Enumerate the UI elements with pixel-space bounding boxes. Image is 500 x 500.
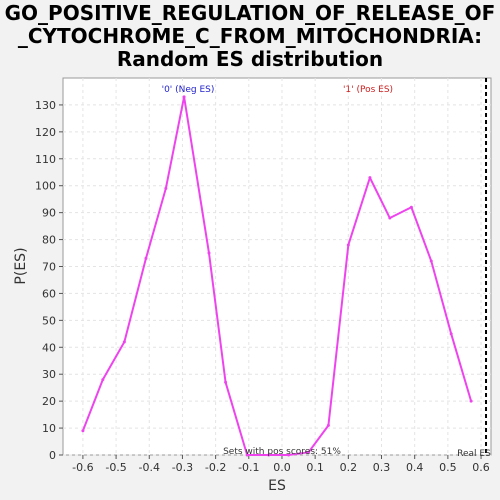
x-tick-label: 0.5 [439, 461, 457, 474]
y-tick-label: 90 [42, 207, 56, 220]
x-tick-label: 0.6 [472, 461, 490, 474]
pos-scores-label: Sets with pos scores: 51% [223, 447, 341, 457]
y-tick-label: 130 [35, 99, 56, 112]
y-tick-label: 70 [42, 261, 56, 274]
neg-es-label: '0' (Neg ES) [162, 85, 215, 95]
real-es-label: Real ES [457, 449, 491, 459]
y-tick-label: 80 [42, 234, 56, 247]
x-tick-label: 0.1 [306, 461, 324, 474]
data-point [368, 176, 372, 180]
chart-title-line-2: _CYTOCHROME_C_FROM_MITOCHONDRIA: [17, 24, 483, 48]
data-point [164, 186, 168, 190]
data-point [144, 256, 148, 260]
x-tick-label: -0.1 [238, 461, 259, 474]
data-point [326, 423, 330, 427]
x-tick-label: 0.3 [373, 461, 391, 474]
data-point [122, 340, 126, 344]
x-tick-label: -0.5 [105, 461, 126, 474]
data-point [388, 216, 392, 220]
data-point [207, 251, 211, 255]
x-tick-label: -0.6 [72, 461, 93, 474]
series-line [81, 95, 473, 456]
data-point [224, 380, 228, 384]
data-point [287, 453, 291, 457]
data-point [307, 450, 311, 454]
data-point [101, 378, 105, 382]
x-tick-label: 0.0 [273, 461, 291, 474]
x-tick-label: -0.3 [172, 461, 193, 474]
y-tick-label: 100 [35, 180, 56, 193]
y-tick-label: 50 [42, 314, 56, 327]
x-tick-label: -0.2 [205, 461, 226, 474]
data-point [245, 453, 249, 457]
y-tick-label: 120 [35, 126, 56, 139]
series-group [81, 95, 473, 457]
x-axis: -0.6 -0.5 -0.4 -0.3 -0.2 -0.1 0.0 0.1 0.2 0.3 0.4 0… [72, 455, 490, 474]
data-point [267, 453, 271, 457]
data-point [182, 95, 186, 99]
y-tick-label: 110 [35, 153, 56, 166]
y-tick-label: 20 [42, 395, 56, 408]
x-tick-label: 0.4 [406, 461, 424, 474]
data-point [469, 399, 473, 403]
x-axis-label: ES [268, 478, 286, 494]
pos-es-label: '1' (Pos ES) [343, 85, 393, 95]
data-point [409, 205, 413, 209]
y-axis: 0 10 20 30 40 50 60 70 80 90 100 110 120 130 [35, 99, 63, 462]
chart-title-line-3: Random ES distribution [116, 47, 384, 71]
data-point [81, 429, 85, 433]
plot-area [62, 77, 492, 456]
data-point [429, 259, 433, 263]
y-tick-label: 60 [42, 287, 56, 300]
grid-lines [63, 78, 491, 456]
x-tick-label: -0.4 [139, 461, 160, 474]
y-axis-label: P(ES) [13, 247, 29, 284]
y-tick-label: 0 [49, 449, 56, 462]
chart-title-line-1: GO_POSITIVE_REGULATION_OF_RELEASE_OF [4, 1, 496, 25]
y-tick-label: 10 [42, 422, 56, 435]
chart-title: GO_POSITIVE_REGULATION_OF_RELEASE_OF _CY… [0, 2, 500, 71]
y-tick-label: 30 [42, 368, 56, 381]
data-point [449, 332, 453, 336]
y-tick-label: 40 [42, 341, 56, 354]
x-tick-label: 0.2 [340, 461, 358, 474]
data-point [346, 243, 350, 247]
